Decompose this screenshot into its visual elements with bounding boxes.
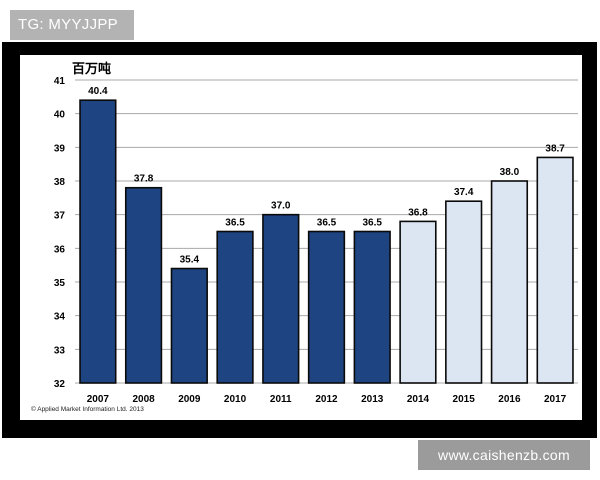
y-unit-label: 百万吨: [72, 61, 111, 76]
x-tick-label: 2014: [407, 394, 430, 405]
y-tick-label: 34: [54, 312, 66, 323]
value-label: 36.8: [408, 207, 428, 218]
chart-panel: 32 33 34 35 36 37 38 39 40 41 40.4 37.8 35.4 36.5 37.…: [20, 55, 582, 420]
bar-2015: [445, 200, 483, 384]
y-tick-label: 36: [54, 244, 66, 255]
bar-2012: [307, 230, 346, 384]
value-labels: 40.4 37.8 35.4 36.5 37.0 36.5 36.5 36.8 37.4 38.0…: [88, 86, 565, 265]
value-label: 35.4: [180, 255, 200, 266]
bar-chart: 32 33 34 35 36 37 38 39 40 41 40.4 37.8 35.4 36.5 37.…: [31, 61, 578, 413]
x-tick-label: 2017: [544, 394, 567, 405]
y-tick-label: 33: [54, 345, 66, 356]
x-tick-label: 2007: [87, 394, 110, 405]
x-tick-label: 2016: [498, 394, 521, 405]
bar-2009: [170, 267, 208, 384]
bar-2008: [124, 186, 163, 384]
x-axis-ticks: 2007 2008 2009 2010 2011 2012 2013 2014 2015 2016…: [87, 394, 567, 405]
value-label: 37.8: [134, 174, 154, 185]
x-tick-label: 2012: [315, 394, 338, 405]
x-tick-label: 2010: [224, 394, 247, 405]
y-tick-label: 37: [54, 211, 66, 222]
watermark: www.caishenzb.com: [418, 440, 590, 470]
x-tick-label: 2013: [361, 394, 384, 405]
y-tick-label: 38: [54, 177, 66, 188]
x-tick-label: 2009: [178, 394, 201, 405]
x-tick-label: 2015: [453, 394, 476, 405]
bar-2011: [262, 213, 300, 384]
bar-2016: [490, 180, 529, 384]
y-tick-label: 35: [54, 278, 66, 289]
bars: [79, 99, 574, 384]
value-label: 38.0: [500, 167, 520, 178]
value-label: 36.5: [362, 218, 382, 229]
y-tick-label: 41: [54, 76, 66, 87]
bar-2017: [536, 156, 574, 384]
bar-2010: [216, 230, 254, 384]
tg-badge: TG: MYYJJPP: [10, 10, 134, 40]
source-note: © Applied Market Information Ltd. 2013: [31, 405, 144, 413]
value-label: 36.5: [225, 218, 245, 229]
value-label: 37.0: [271, 201, 291, 212]
bar-2013: [353, 230, 391, 384]
value-label: 37.4: [454, 187, 474, 198]
y-tick-label: 39: [54, 143, 66, 154]
y-axis-ticks: 32 33 34 35 36 37 38 39 40 41: [54, 76, 66, 390]
y-tick-label: 40: [54, 110, 66, 121]
bar-2007: [79, 99, 117, 384]
x-tick-label: 2008: [132, 394, 155, 405]
value-label: 38.7: [545, 143, 565, 154]
value-label: 36.5: [317, 218, 337, 229]
x-tick-label: 2011: [270, 394, 292, 405]
value-label: 40.4: [88, 86, 108, 97]
bar-2014: [399, 220, 437, 384]
y-tick-label: 32: [54, 379, 66, 390]
